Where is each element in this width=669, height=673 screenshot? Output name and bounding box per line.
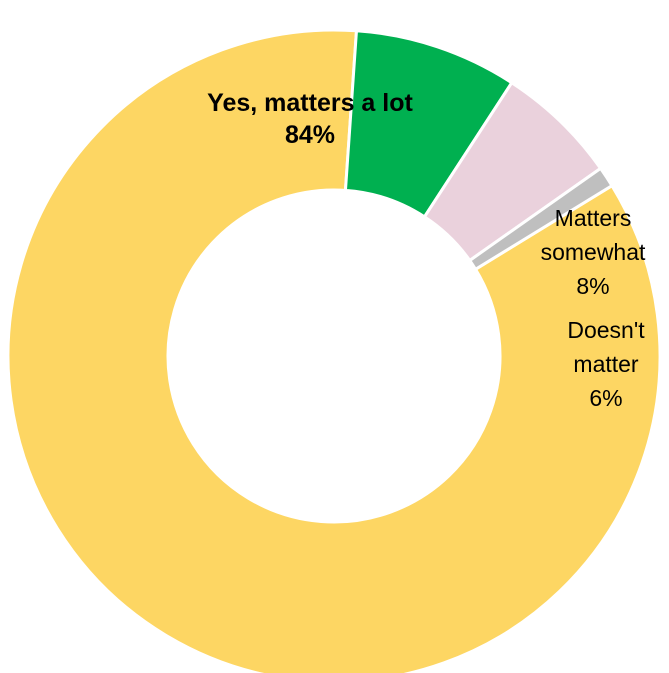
slice-label-somewhat-name-line1: Matters [555,205,632,231]
donut-slice-1 [6,28,662,673]
slice-label-yes-name: Yes, matters a lot [207,89,413,117]
donut-slice-4 [467,166,615,272]
slice-label-doesnt-name-line1: Doesn't [567,317,645,343]
slice-label-yes-value: 84% [285,121,335,149]
slice-label-doesnt-value: 6% [589,385,622,411]
slice-label-doesnt-name-line2: matter [573,351,639,377]
slice-labels: Yes, matters a lot 84% Matters somewhat … [207,89,646,411]
slice-label-somewhat-name-line2: somewhat [541,239,646,265]
slice-label-somewhat-value: 8% [576,273,609,299]
donut-slices [6,28,662,673]
